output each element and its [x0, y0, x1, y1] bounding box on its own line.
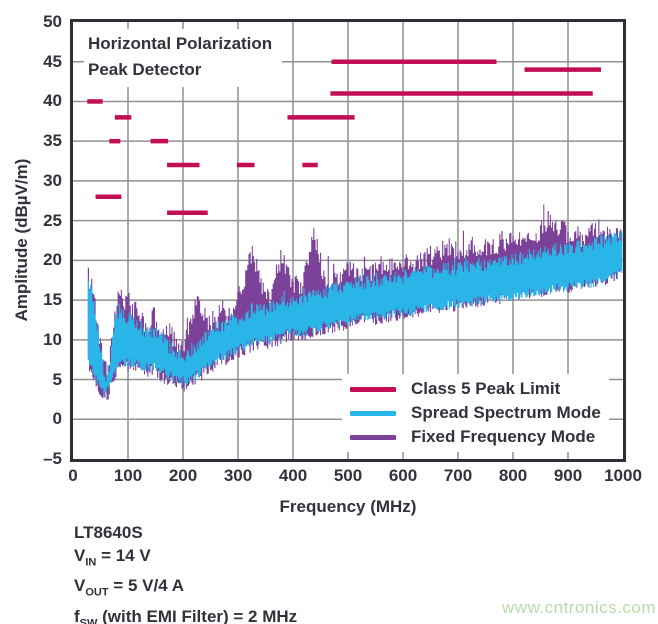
legend-item: Spread Spectrum Mode [350, 401, 601, 425]
y-tick-label: 5 [52, 369, 62, 389]
condition-line: VOUT = 5 V/4 A [74, 576, 185, 599]
x-tick-label: 600 [388, 466, 418, 485]
legend-swatch [350, 434, 396, 440]
y-tick-label: 45 [43, 51, 62, 71]
y-tick-label: 15 [43, 290, 62, 310]
x-tick-label: 300 [223, 466, 253, 485]
x-tick-label: 0 [68, 466, 78, 485]
plot-title-line1: Horizontal Polarization [88, 34, 273, 53]
conditions-block: LT8640S VIN = 14 V VOUT = 5 V/4 A fSW (with… [74, 521, 297, 624]
y-tick-label: 10 [43, 329, 62, 349]
x-tick-label: 200 [168, 466, 198, 485]
condition-line: fSW (with EMI Filter) = 2 MHz [74, 606, 298, 624]
y-tick-label: 50 [43, 12, 62, 31]
y-tick-label: 0 [52, 409, 62, 429]
y-tick-label: 30 [43, 170, 62, 190]
y-tick-label: 35 [43, 131, 62, 151]
plot-title: Horizontal Polarization Peak Detector [84, 29, 283, 87]
condition-line: VIN = 14 V [74, 546, 151, 569]
legend-item: Class 5 Peak Limit [350, 377, 601, 401]
plot-canvas [73, 22, 623, 459]
x-tick-label: 1000 [604, 466, 642, 485]
y-tick-label: –5 [43, 449, 62, 468]
x-tick-label: 100 [113, 466, 143, 485]
y-tick-label: 20 [43, 250, 62, 270]
y-tick-label: 25 [43, 210, 62, 230]
x-tick-label: 800 [498, 466, 528, 485]
legend: Class 5 Peak Limit Spread Spectrum Mode Fi… [342, 374, 609, 452]
x-tick-label: 500 [333, 466, 363, 485]
legend-swatch [350, 410, 396, 416]
y-tick-label: 40 [43, 91, 62, 111]
x-tick-label: 700 [443, 466, 473, 485]
plot-area: Horizontal Polarization Peak Detector Cl… [70, 19, 626, 462]
x-tick-label: 900 [553, 466, 583, 485]
condition-line: LT8640S [74, 523, 143, 542]
legend-swatch [350, 386, 396, 392]
legend-label: Spread Spectrum Mode [411, 403, 601, 422]
plot-title-line2: Peak Detector [88, 60, 202, 79]
x-tick-label: 400 [278, 466, 308, 485]
legend-label: Fixed Frequency Mode [411, 427, 596, 446]
watermark: www.cntronics.com [502, 598, 656, 617]
legend-item: Fixed Frequency Mode [350, 425, 601, 449]
trace-spread-spectrum-mode [87, 231, 623, 398]
x-axis-title: Frequency (MHz) [279, 497, 417, 516]
legend-label: Class 5 Peak Limit [411, 379, 561, 398]
